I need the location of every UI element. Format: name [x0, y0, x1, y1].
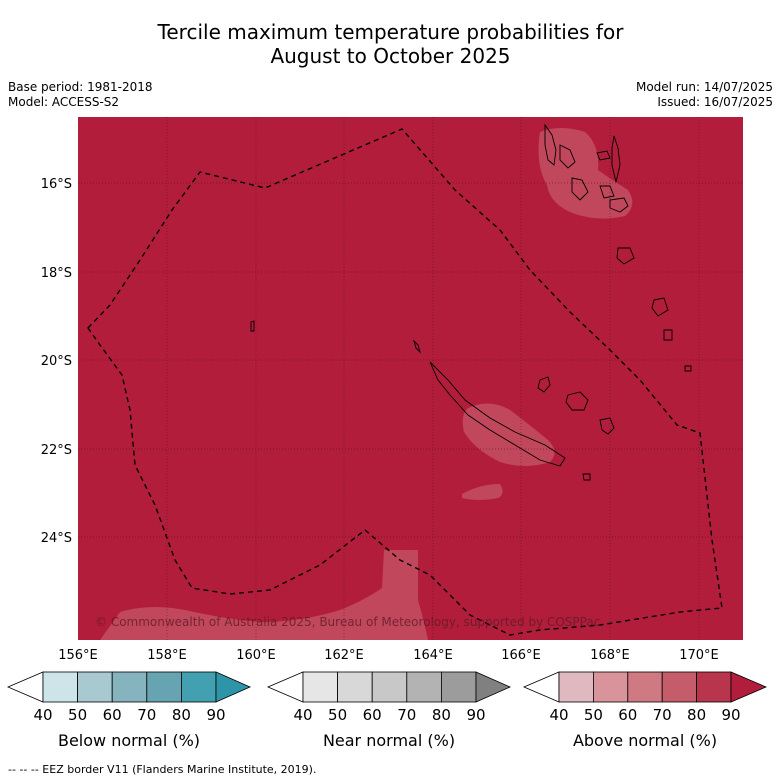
colorbar-near-high-tip — [475, 671, 511, 703]
colorbar-near-segment — [302, 671, 338, 703]
island-epi — [599, 185, 615, 199]
colorbar-below-segment — [146, 671, 182, 703]
island-erromango — [616, 247, 635, 265]
colorbar-below-high-tip — [215, 671, 251, 703]
graticule — [78, 117, 743, 640]
island-efate — [609, 197, 629, 213]
island-lifou — [565, 391, 589, 411]
colorbar-near-low-tip — [266, 671, 304, 703]
lat-label-18s: 18°S — [41, 266, 72, 281]
island-ouvea — [537, 376, 551, 393]
lon-label-158e: 158°E — [147, 648, 187, 663]
island-isle-of-pines — [582, 473, 591, 481]
colorbar-near-tick-label: 50 — [328, 706, 347, 724]
colorbar-near-segment — [406, 671, 442, 703]
colorbar-above-tick-label: 60 — [618, 706, 637, 724]
lat-label-20s: 20°S — [41, 354, 72, 369]
island-small-west — [250, 320, 255, 332]
model-name: Model: ACCESS-S2 — [8, 95, 120, 109]
lon-label-162e: 162°E — [324, 648, 364, 663]
colorbars: 40 50 60 70 80 90 40 50 60 70 80 90 40 50 60 70 80 90 — [6, 671, 768, 724]
issued-date: Issued: 16/07/2025 — [657, 95, 773, 109]
colorbar-above-tick-label: 40 — [549, 706, 568, 724]
colorbar-below-tick-label: 90 — [206, 706, 225, 724]
islands — [250, 123, 692, 481]
island-malekula — [571, 177, 589, 201]
colorbar-below-low-tip — [6, 671, 44, 703]
colorbar-above-tick-label: 70 — [653, 706, 672, 724]
colorbar-below-segment — [180, 671, 217, 703]
lon-label-166e: 166°E — [501, 648, 541, 663]
lon-label-170e: 170°E — [679, 648, 719, 663]
colorbar-near-tick-label: 80 — [432, 706, 451, 724]
colorbar-above-high-tip — [730, 671, 768, 703]
colorbar-near-tick-label: 60 — [363, 706, 382, 724]
lon-label-168e: 168°E — [590, 648, 630, 663]
colorbar-near-tick-label: 40 — [293, 706, 312, 724]
island-tanna — [651, 297, 669, 317]
colorbar-above-segment — [696, 671, 732, 703]
colorbar-above-segment — [558, 671, 594, 703]
copyright-notice: © Commonwealth of Australia 2025, Bureau… — [95, 615, 600, 629]
island-new-caledonia-tip — [413, 339, 421, 354]
map-title: Tercile maximum temperature probabilitie… — [0, 20, 781, 68]
lat-label-24s: 24°S — [41, 531, 72, 546]
island-small-east — [684, 365, 692, 372]
island-mare — [599, 417, 615, 435]
colorbar-near-segment — [337, 671, 373, 703]
latitude-labels: 16°S 18°S 20°S 22°S 24°S — [41, 177, 72, 546]
colorbar-below-segment — [77, 671, 113, 703]
colorbar-above-tick-label: 90 — [721, 706, 740, 724]
colorbar-label-above: Above normal (%) — [572, 731, 718, 750]
colorbar-above-tick-label: 50 — [584, 706, 603, 724]
colorbar-near-segment — [440, 671, 477, 703]
island-pentecost — [611, 135, 621, 183]
meta-right: Model run: 14/07/2025 Issued: 16/07/2025 — [636, 80, 773, 110]
colorbar-below-tick-label: 60 — [103, 706, 122, 724]
colorbar-above-segment — [627, 671, 663, 703]
colorbar-label-near: Near normal (%) — [322, 731, 456, 750]
patch-bottom-left — [100, 550, 428, 640]
colorbar-near-tick-label: 90 — [466, 706, 485, 724]
patch-new-caledonia — [462, 403, 555, 466]
model-run: Model run: 14/07/2025 — [635, 80, 773, 94]
colorbar-below-segment — [42, 671, 78, 703]
title-line-2: August to October 2025 — [270, 44, 511, 68]
colorbar-below-segment — [111, 671, 148, 703]
colorbar-below-tick-label: 50 — [68, 706, 87, 724]
longitude-labels: 156°E 158°E 160°E 162°E 164°E 166°E 168°… — [58, 648, 719, 663]
colorbar-above-tick-label: 80 — [687, 706, 706, 724]
colorbar-label-below: Below normal (%) — [57, 731, 201, 750]
patch-vanuatu — [538, 128, 633, 219]
lat-label-16s: 16°S — [41, 177, 72, 192]
meta-left: Base period: 1981-2018 Model: ACCESS-S2 — [8, 80, 153, 110]
patch-south-reef — [462, 484, 503, 500]
base-period: Base period: 1981-2018 — [8, 80, 153, 94]
colorbar-above-segment — [661, 671, 698, 703]
colorbar-near-segment — [371, 671, 408, 703]
colorbar-below-tick-label: 70 — [137, 706, 156, 724]
lat-label-22s: 22°S — [41, 443, 72, 458]
colorbar-below-tick-label: 40 — [33, 706, 52, 724]
island-espiritu-santo — [544, 123, 557, 166]
lon-label-160e: 160°E — [236, 648, 276, 663]
eez-legend-note: -- -- -- EEZ border V11 (Flanders Marine… — [8, 763, 317, 776]
lon-label-156e: 156°E — [58, 648, 98, 663]
lon-label-164e: 164°E — [413, 648, 453, 663]
lower-probability-patches — [100, 128, 633, 640]
island-ambrym — [596, 150, 611, 161]
colorbar-below-tick-label: 80 — [172, 706, 191, 724]
colorbar-near-tick-label: 70 — [397, 706, 416, 724]
island-aneityum — [663, 329, 673, 341]
title-line-1: Tercile maximum temperature probabilitie… — [157, 20, 624, 44]
colorbar-above-low-tip — [522, 671, 560, 703]
island-vanuatu-central — [559, 144, 576, 169]
island-new-caledonia — [429, 361, 566, 467]
colorbar-above-segment — [593, 671, 629, 703]
